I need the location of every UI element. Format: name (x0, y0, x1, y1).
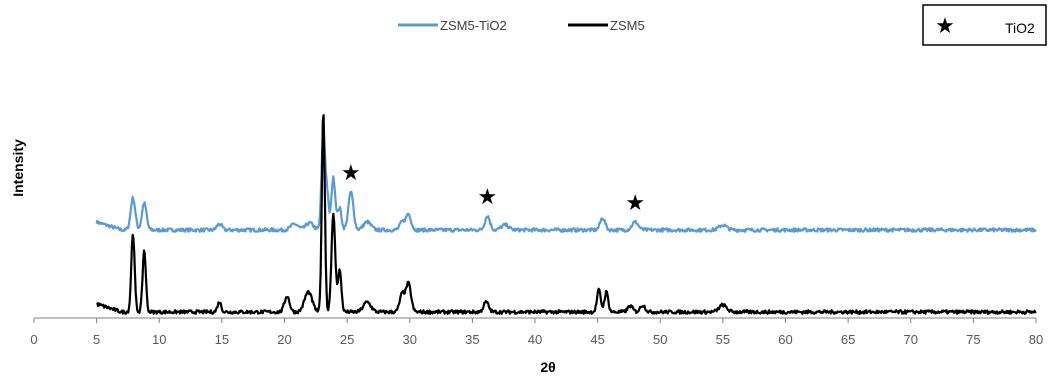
marker-key: ★ TiO2 (922, 4, 1047, 46)
x-tick-label: 10 (152, 332, 166, 347)
x-tick-label: 75 (966, 332, 980, 347)
series-line-zsm5 (96, 114, 1037, 315)
x-tick-label: 5 (93, 332, 100, 347)
legend-label-zsm5-tio2: ZSM5-TiO2 (440, 18, 507, 33)
series-line-zsm5-tio2 (95, 128, 1037, 233)
x-tick-label: 35 (465, 332, 479, 347)
x-tick-label: 80 (1029, 332, 1043, 347)
legend-label-zsm5: ZSM5 (610, 18, 645, 33)
x-axis-ticks: 0 5 10 15 20 25 30 35 40 45 50 55 60 65 70 75 80 (30, 318, 1043, 347)
x-tick-label: 55 (716, 332, 730, 347)
x-tick-label: 25 (340, 332, 354, 347)
x-tick-label: 40 (528, 332, 542, 347)
x-tick-label: 65 (841, 332, 855, 347)
marker-key-box (922, 4, 1047, 46)
x-tick-label: 20 (277, 332, 291, 347)
x-tick-label: 50 (653, 332, 667, 347)
marker-key-label: TiO2 (1005, 20, 1035, 36)
tio2-peak-star-icon: ★ (341, 161, 361, 186)
x-tick-label: 15 (215, 332, 229, 347)
x-tick-label: 70 (904, 332, 918, 347)
legend: ZSM5-TiO2 ZSM5 (398, 18, 645, 33)
plot-area: ★ ★ ★ (34, 114, 1037, 319)
x-tick-label: 30 (403, 332, 417, 347)
y-axis-title: Intensity (10, 139, 26, 197)
marker-key-star-icon: ★ (935, 14, 955, 39)
x-axis-title: 2θ (540, 359, 555, 375)
tio2-peak-star-icon: ★ (625, 191, 645, 216)
x-tick-label: 60 (778, 332, 792, 347)
x-tick-label: 45 (590, 332, 604, 347)
x-tick-label: 0 (30, 332, 37, 347)
tio2-peak-star-icon: ★ (478, 185, 498, 210)
